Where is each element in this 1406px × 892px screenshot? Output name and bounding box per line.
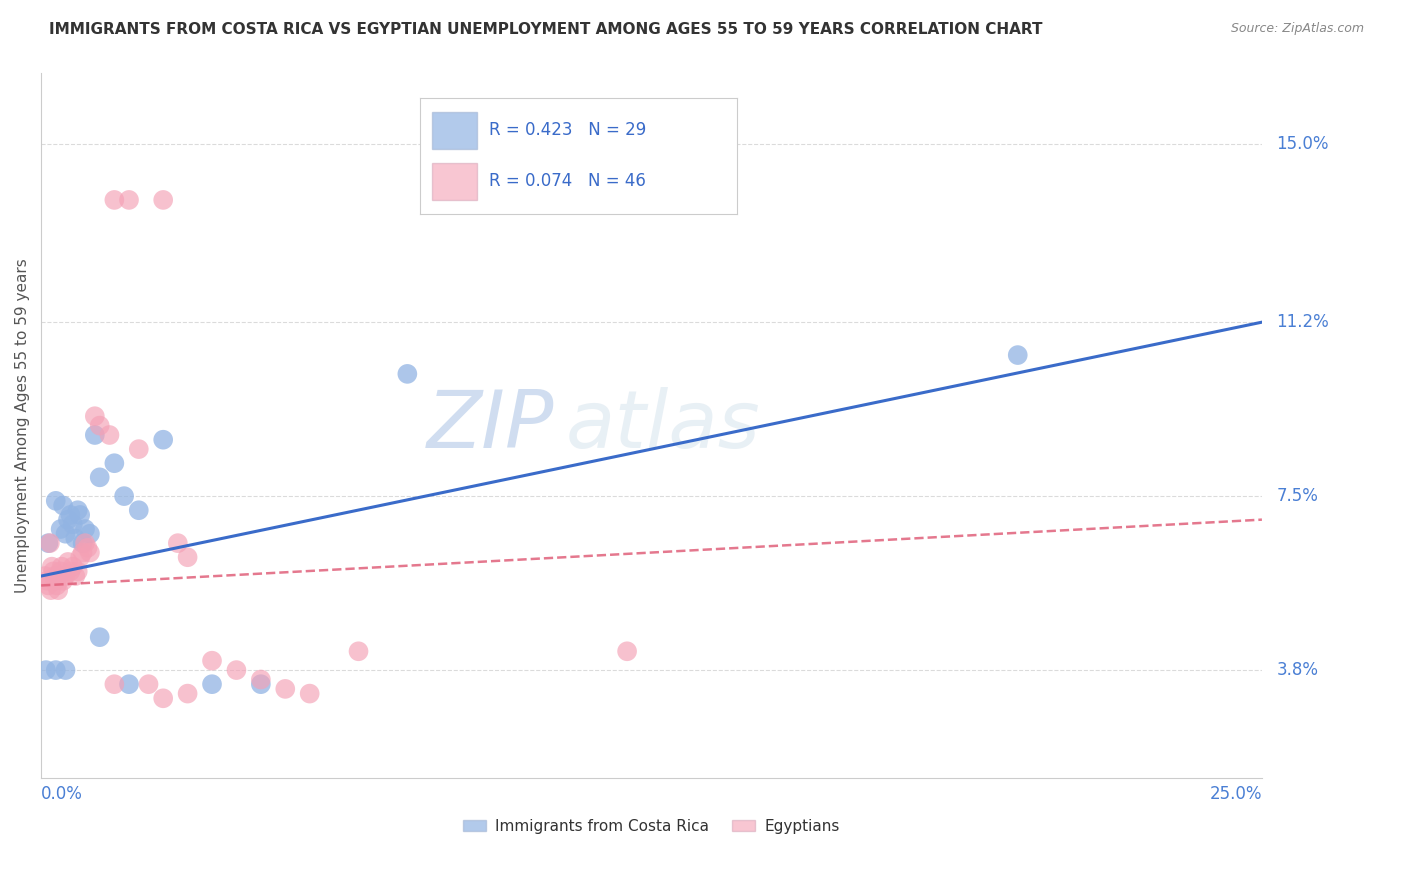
Point [69,550,91,565]
Point [69,508,91,522]
Legend: Immigrants from Costa Rica, Egyptians: Immigrants from Costa Rica, Egyptians [464,819,839,834]
Point [138,677,160,691]
Text: atlas: atlas [567,386,761,465]
Text: Source: ZipAtlas.com: Source: ZipAtlas.com [1230,22,1364,36]
Point [128,442,150,456]
Point [35,574,58,588]
Y-axis label: Unemployment Among Ages 55 to 59 years: Unemployment Among Ages 55 to 59 years [15,258,30,593]
Point [56,555,79,569]
Text: 7.5%: 7.5% [1277,487,1319,505]
Point [62,517,84,532]
Point [65,532,87,546]
Text: 3.8%: 3.8% [1277,661,1319,679]
Point [48,569,70,583]
Text: 15.0%: 15.0% [1277,135,1329,153]
Point [83,428,105,442]
Point [55,526,77,541]
Point [176,550,198,565]
Point [166,536,188,550]
Point [73,522,96,536]
Point [59,508,82,522]
Point [45,574,67,588]
Point [49,522,72,536]
Point [118,193,141,207]
Point [76,541,98,555]
Point [59,565,82,579]
Point [49,565,72,579]
Point [250,677,273,691]
Text: ZIP: ZIP [426,386,554,465]
Point [201,677,224,691]
Point [34,569,56,583]
Point [152,433,174,447]
Point [89,630,111,644]
Point [152,691,174,706]
Point [44,569,66,583]
Point [73,536,96,550]
Point [128,503,150,517]
Point [55,663,77,677]
Point [66,503,89,517]
Point [225,663,247,677]
Point [1007,348,1029,362]
Point [112,489,135,503]
Point [616,644,638,658]
Point [347,644,370,658]
Point [250,673,273,687]
Point [38,536,60,550]
Point [42,565,65,579]
Point [62,559,84,574]
Point [89,418,111,433]
Point [35,663,58,677]
Text: IMMIGRANTS FROM COSTA RICA VS EGYPTIAN UNEMPLOYMENT AMONG AGES 55 TO 59 YEARS CO: IMMIGRANTS FROM COSTA RICA VS EGYPTIAN U… [49,22,1043,37]
Point [176,687,198,701]
Point [37,578,59,592]
Text: 0.0%: 0.0% [41,785,83,804]
Point [103,677,125,691]
Point [39,583,62,598]
Point [98,428,121,442]
Point [83,409,105,424]
Text: 11.2%: 11.2% [1277,313,1329,331]
Point [51,559,73,574]
Point [103,193,125,207]
Point [79,526,101,541]
Point [55,569,77,583]
Point [46,583,69,598]
Point [52,574,75,588]
Point [37,536,59,550]
Point [45,663,67,677]
Point [56,513,79,527]
Point [41,559,63,574]
Point [45,493,67,508]
Point [79,545,101,559]
Point [66,565,89,579]
Point [274,681,297,696]
Point [65,569,87,583]
Point [52,499,75,513]
Point [45,578,67,592]
Point [72,545,94,559]
Point [103,456,125,470]
Text: 25.0%: 25.0% [1209,785,1263,804]
Point [72,536,94,550]
Point [396,367,419,381]
Point [152,193,174,207]
Point [201,654,224,668]
Point [298,687,321,701]
Point [118,677,141,691]
Point [89,470,111,484]
